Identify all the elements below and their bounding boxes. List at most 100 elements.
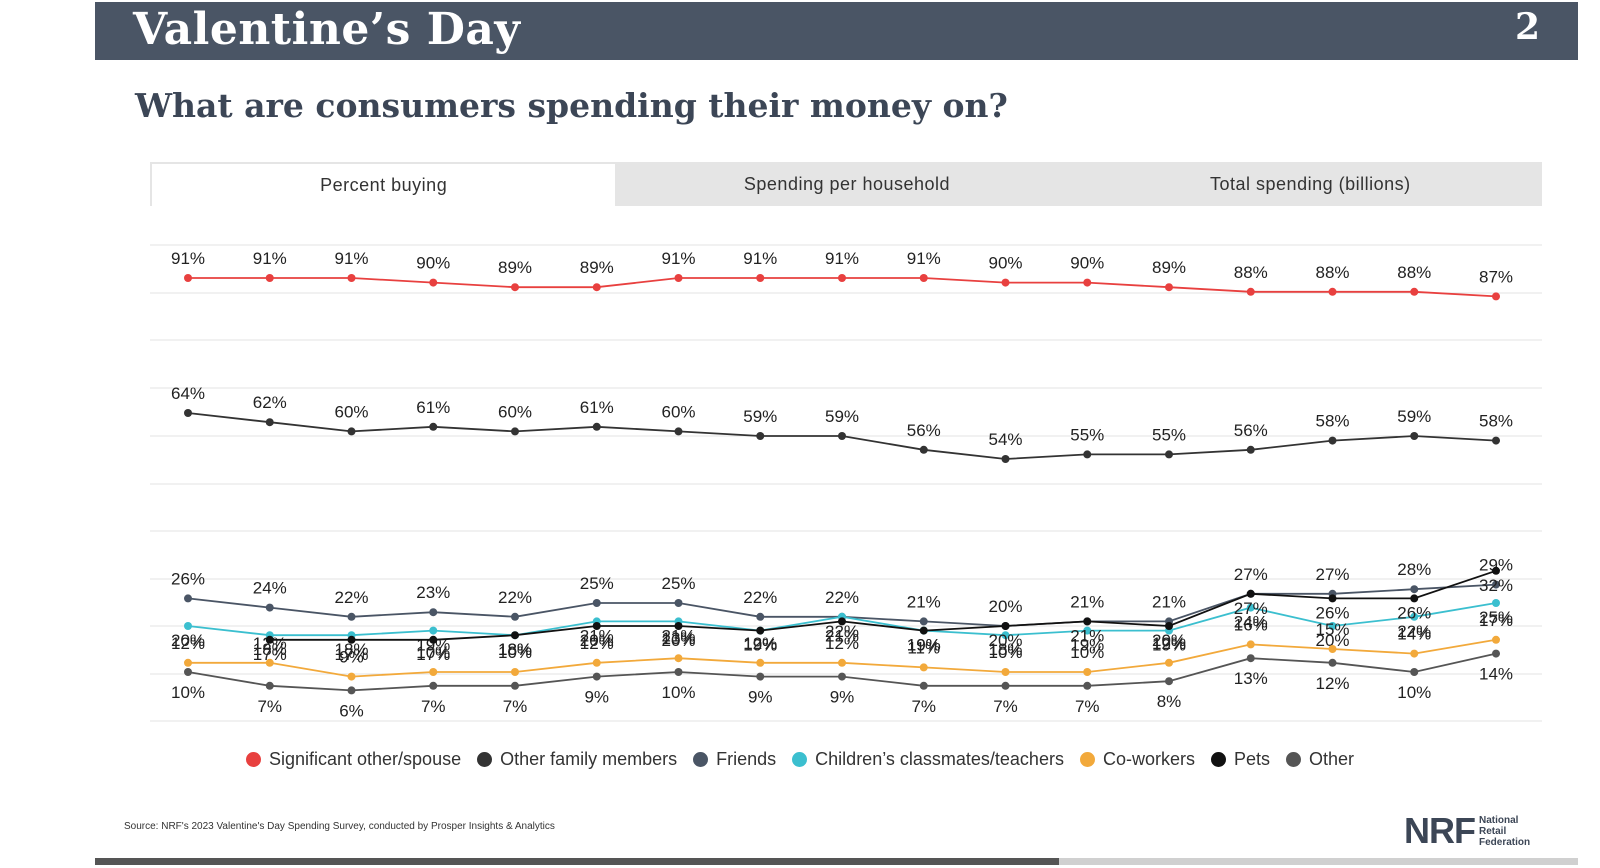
tab-spending-per-household[interactable]: Spending per household [743, 173, 951, 194]
data-label: 7% [421, 697, 446, 716]
legend-dot-icon [1079, 752, 1095, 767]
data-point [838, 432, 846, 440]
title-bar: Valentine’s Day 2 [95, 2, 1578, 60]
data-label: 13% [1234, 669, 1268, 688]
data-label: 61% [580, 398, 614, 417]
data-label: 22% [1397, 622, 1431, 641]
data-point [347, 612, 356, 621]
data-label: 20% [1152, 631, 1186, 650]
data-point [1246, 654, 1255, 663]
nrf-logo: NRF National Retail Federation [1404, 810, 1530, 852]
data-point [674, 654, 683, 663]
data-label: 60% [498, 402, 532, 421]
data-label: 21% [661, 626, 695, 645]
data-label: 18% [334, 640, 368, 659]
data-label: 9% [339, 648, 364, 667]
data-label: 9% [748, 688, 773, 707]
data-point [265, 681, 274, 690]
data-label: 22% [825, 588, 859, 607]
data-point [1083, 617, 1092, 626]
logo-text: National Retail Federation [1479, 814, 1531, 848]
series-line [269, 569, 1497, 641]
data-label: 59% [825, 407, 859, 426]
data-point [674, 599, 683, 607]
data-label: 9% [830, 688, 855, 707]
data-label: 24% [253, 579, 287, 598]
data-label: 27% [1234, 599, 1268, 618]
legend-item[interactable]: Pets [1210, 749, 1270, 770]
data-point [265, 658, 274, 667]
data-label: 55% [1152, 425, 1186, 444]
data-point [1246, 589, 1255, 598]
data-point [1165, 622, 1173, 630]
legend-item[interactable]: Co-workers [1079, 749, 1195, 770]
data-point [1246, 287, 1255, 296]
tab-total-spending[interactable]: Total spending (billions) [1210, 173, 1411, 194]
data-label: 87% [1479, 267, 1513, 286]
data-label: 91% [253, 249, 287, 268]
data-point [838, 274, 846, 282]
data-point [1165, 677, 1173, 686]
data-label: 17% [416, 645, 450, 664]
data-label: 23% [416, 583, 450, 602]
data-point [674, 668, 683, 676]
data-point [1410, 594, 1419, 603]
data-label: 19% [743, 636, 777, 655]
legend-item[interactable]: Children’s classmates/teachers [792, 749, 1064, 770]
data-label: 10% [1070, 643, 1104, 662]
data-label: 19% [907, 636, 941, 655]
data-point [756, 432, 765, 440]
data-label: 91% [825, 249, 859, 268]
data-point [1001, 278, 1010, 287]
data-label: 21% [1070, 592, 1104, 611]
data-point [511, 631, 519, 640]
data-label: 21% [825, 626, 859, 645]
progress-bar [95, 858, 1578, 865]
data-label: 7% [503, 697, 528, 716]
data-point [511, 427, 519, 436]
progress-fill [95, 858, 1059, 865]
data-label: 21% [580, 626, 614, 645]
data-point [592, 658, 601, 667]
data-point [184, 668, 192, 676]
data-label: 19% [1070, 636, 1104, 655]
data-point [1001, 631, 1010, 640]
legend-dot-icon [792, 752, 808, 767]
data-label: 90% [416, 254, 450, 273]
data-label: 21% [1152, 592, 1186, 611]
data-label: 88% [1397, 263, 1431, 282]
data-label: 15% [1315, 620, 1349, 639]
data-point [347, 635, 356, 644]
legend-item[interactable]: Other family members [477, 749, 677, 770]
series-3: 20% 18% 18% 19% 18%21% 21% 19%22%19% 18% 19% 19%2… [171, 599, 1513, 659]
data-label: 7% [257, 697, 282, 716]
data-label: 22% [743, 588, 777, 607]
data-label: 17% [1479, 611, 1513, 630]
data-point [838, 672, 846, 681]
legend-item[interactable]: Friends [693, 749, 776, 770]
data-point [1001, 455, 1010, 463]
data-label: 12% [580, 634, 614, 653]
data-label: 91% [743, 249, 777, 268]
series-6: 10% 7% 6% 7% 7% 9% 10% 9% 9% 7% 7% 7% 8% 13% 12% 10% 14% [171, 649, 1513, 720]
data-point [347, 672, 356, 681]
series-0: 91% 91% 91% 90% 89% 89% 91% 91% 91% 91% 90% 90% 89% 8… [171, 249, 1513, 301]
data-point [1165, 283, 1173, 292]
data-point [1001, 681, 1010, 690]
data-label: 64% [171, 384, 205, 403]
data-label: 61% [416, 398, 450, 417]
data-label: 60% [334, 402, 368, 421]
data-label: 9% [584, 688, 609, 707]
data-label: 88% [1315, 263, 1349, 282]
data-point [1328, 594, 1337, 603]
legend-item[interactable]: Significant other/spouse [245, 749, 461, 770]
tab-percent-buying[interactable]: Percent buying [150, 162, 616, 206]
data-label: 91% [907, 249, 941, 268]
data-point [1246, 640, 1255, 649]
data-label: 20% [171, 631, 205, 650]
page-subtitle: What are consumers spending their money … [135, 86, 1008, 125]
series-5: 17% 17% 17% 18% 20% 20% 19% 21% 19% 20% 21% 20%27% 2… [253, 566, 1513, 664]
data-point [674, 274, 683, 282]
data-point [674, 427, 683, 436]
legend-item[interactable]: Other [1286, 749, 1354, 770]
